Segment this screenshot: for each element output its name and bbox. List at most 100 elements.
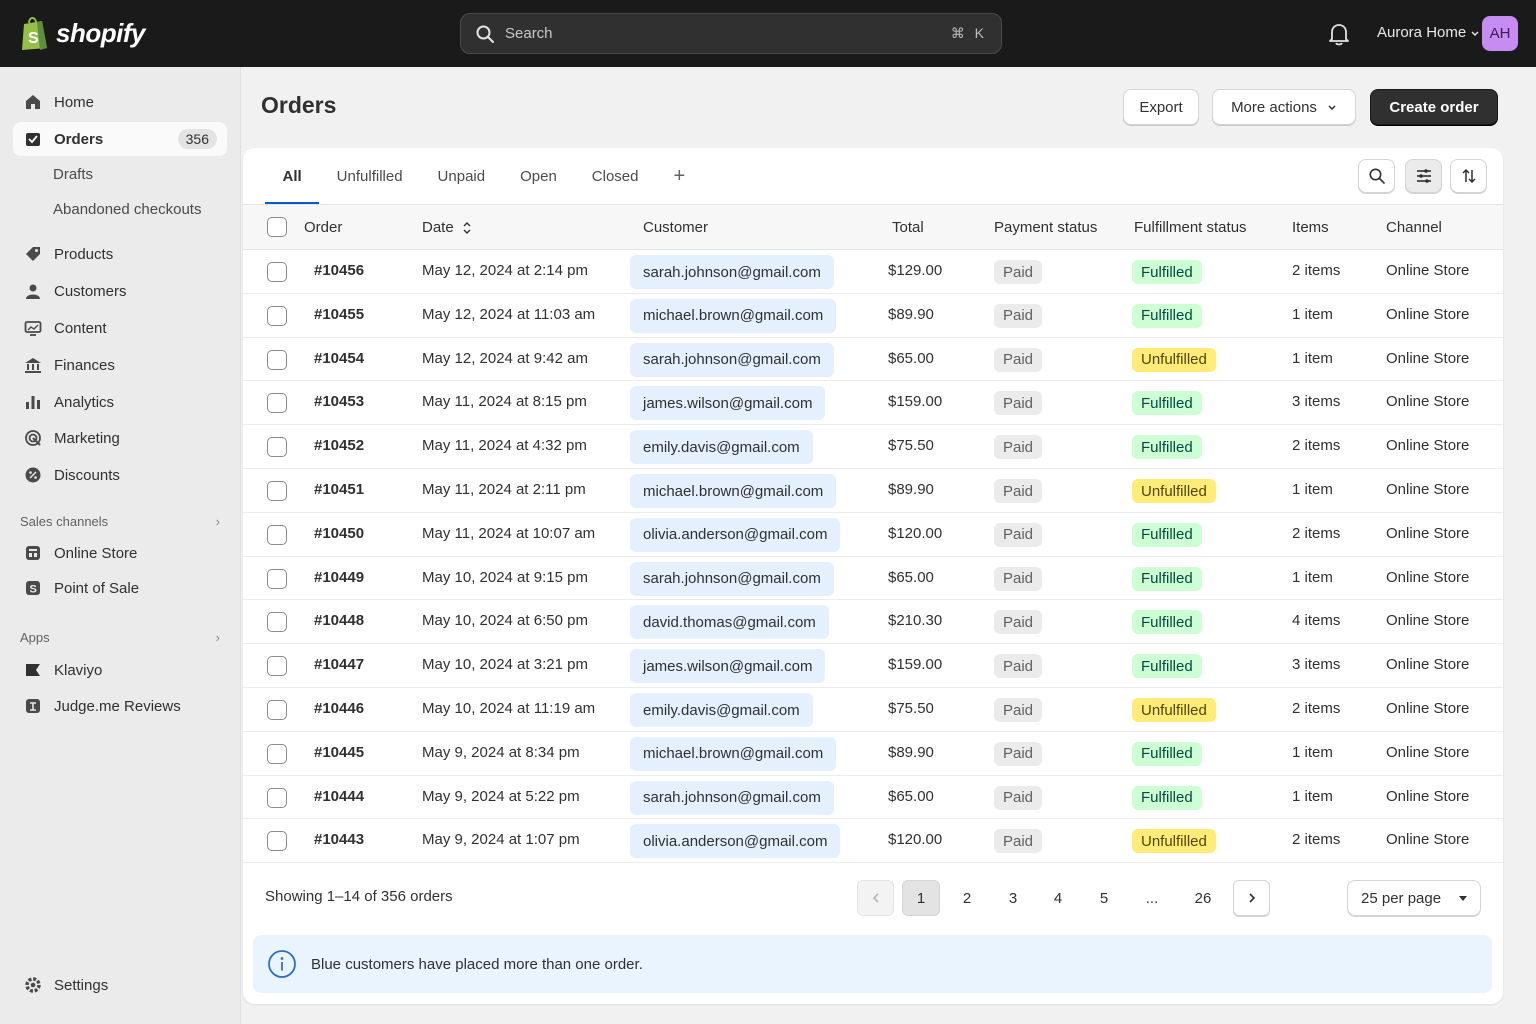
customer-email[interactable]: sarah.johnson@gmail.com <box>630 255 834 289</box>
table-row[interactable]: #10455 May 12, 2024 at 11:03 am michael.br… <box>243 294 1503 338</box>
order-number[interactable]: #10448 <box>314 612 365 630</box>
customer-email[interactable]: james.wilson@gmail.com <box>630 649 826 684</box>
column-header-payment-status[interactable]: Payment status <box>994 219 1098 236</box>
sidebar-item-orders[interactable]: Orders 356 <box>13 122 227 156</box>
order-number[interactable]: #10447 <box>314 656 365 674</box>
row-checkbox[interactable] <box>267 787 287 808</box>
tab-unfulfilled[interactable]: Unfulfilled <box>336 167 403 185</box>
column-header-total[interactable]: Total <box>892 219 924 236</box>
table-row[interactable]: #10443 May 9, 2024 at 1:07 pm olivia.ander… <box>243 819 1503 864</box>
order-number[interactable]: #10453 <box>314 393 365 411</box>
row-checkbox[interactable] <box>267 262 287 282</box>
order-number[interactable]: #10451 <box>314 481 365 498</box>
sidebar-item-drafts[interactable]: Drafts <box>53 166 94 183</box>
customer-email[interactable]: michael.brown@gmail.com <box>630 298 837 333</box>
sidebar-item-point-of-sale[interactable]: S Point of Sale <box>13 571 227 605</box>
page-4-button[interactable]: 4 <box>1053 889 1063 907</box>
row-checkbox[interactable] <box>267 743 287 764</box>
table-row[interactable]: #10446 May 10, 2024 at 11:19 am emily.davi… <box>243 688 1503 732</box>
table-row[interactable]: #10453 May 11, 2024 at 8:15 pm james.wilso… <box>243 381 1503 426</box>
sales-channels-header[interactable]: Sales channels › <box>20 514 220 529</box>
column-header-customer[interactable]: Customer <box>643 219 709 236</box>
per-page-select[interactable]: 25 per page <box>1347 880 1481 916</box>
customer-email[interactable]: michael.brown@gmail.com <box>630 736 837 771</box>
add-view-plus-icon[interactable]: + <box>673 164 686 187</box>
order-number[interactable]: #10446 <box>314 700 365 717</box>
create-order-button[interactable]: Create order <box>1370 89 1498 125</box>
column-header-date[interactable]: Date <box>422 219 472 236</box>
order-number[interactable]: #10449 <box>314 568 365 586</box>
previous-page-button[interactable] <box>857 880 894 916</box>
next-page-button[interactable] <box>1233 880 1270 916</box>
customer-email[interactable]: sarah.johnson@gmail.com <box>630 342 834 377</box>
row-checkbox[interactable] <box>267 700 287 720</box>
column-header-order[interactable]: Order <box>304 219 343 236</box>
sidebar-item-content[interactable]: Content <box>13 311 227 345</box>
row-checkbox[interactable] <box>267 349 287 370</box>
table-row[interactable]: #10454 May 12, 2024 at 9:42 am sarah.johns… <box>243 338 1503 382</box>
order-number[interactable]: #10456 <box>314 262 365 279</box>
table-row[interactable]: #10445 May 9, 2024 at 8:34 pm michael.brow… <box>243 732 1503 776</box>
sidebar-item-abandoned-checkouts[interactable]: Abandoned checkouts <box>53 201 202 218</box>
row-checkbox[interactable] <box>267 612 287 633</box>
row-checkbox[interactable] <box>267 831 287 852</box>
order-number[interactable]: #10445 <box>314 743 365 761</box>
tab-open[interactable]: Open <box>520 167 557 185</box>
sidebar-item-settings[interactable]: Settings <box>13 968 227 1002</box>
row-checkbox[interactable] <box>267 656 287 677</box>
select-all-checkbox[interactable] <box>267 217 287 237</box>
row-checkbox[interactable] <box>267 481 287 501</box>
page-26-button[interactable]: 26 <box>1194 889 1212 907</box>
row-checkbox[interactable] <box>267 437 287 458</box>
notifications-bell-icon[interactable] <box>1328 22 1350 50</box>
table-row[interactable]: #10449 May 10, 2024 at 9:15 pm sarah.johns… <box>243 557 1503 601</box>
sidebar-item-finances[interactable]: Finances <box>13 348 227 382</box>
sidebar-item-products[interactable]: Products <box>13 237 227 271</box>
export-button[interactable]: Export <box>1123 89 1199 125</box>
filter-button[interactable] <box>1405 159 1442 193</box>
page-2-button[interactable]: 2 <box>962 889 972 907</box>
customer-email[interactable]: olivia.anderson@gmail.com <box>630 824 841 859</box>
column-header-items[interactable]: Items <box>1292 219 1329 236</box>
apps-header[interactable]: Apps › <box>20 630 220 645</box>
table-row[interactable]: #10448 May 10, 2024 at 6:50 pm david.thoma… <box>243 600 1503 645</box>
sidebar-item-judgeme[interactable]: Judge.me Reviews <box>13 689 227 723</box>
page-5-button[interactable]: 5 <box>1099 889 1109 907</box>
customer-email[interactable]: emily.davis@gmail.com <box>630 430 813 465</box>
customer-email[interactable]: sarah.johnson@gmail.com <box>630 561 834 596</box>
table-row[interactable]: #10451 May 11, 2024 at 2:11 pm michael.bro… <box>243 469 1503 513</box>
customer-email[interactable]: olivia.anderson@gmail.com <box>630 517 841 552</box>
sidebar-item-online-store[interactable]: Online Store <box>13 536 227 570</box>
store-switcher[interactable]: Aurora Home <box>1377 24 1480 41</box>
customer-email[interactable]: james.wilson@gmail.com <box>630 386 826 421</box>
sidebar-item-klaviyo[interactable]: Klaviyo <box>13 653 227 687</box>
search-bar[interactable]: Search ⌘ K <box>460 13 1002 54</box>
more-actions-button[interactable]: More actions <box>1212 89 1356 125</box>
row-checkbox[interactable] <box>267 393 287 414</box>
page-3-button[interactable]: 3 <box>1008 889 1018 907</box>
row-checkbox[interactable] <box>267 305 287 326</box>
customer-email[interactable]: emily.davis@gmail.com <box>630 693 813 727</box>
table-row[interactable]: #10450 May 11, 2024 at 10:07 am olivia.and… <box>243 513 1503 557</box>
sort-button[interactable] <box>1450 159 1487 193</box>
page-1-button[interactable]: 1 <box>902 880 940 916</box>
column-header-channel[interactable]: Channel <box>1386 219 1442 236</box>
table-row[interactable]: #10452 May 11, 2024 at 4:32 pm emily.davis… <box>243 425 1503 469</box>
row-checkbox[interactable] <box>267 568 287 589</box>
tab-closed[interactable]: Closed <box>591 167 639 185</box>
column-header-fulfillment-status[interactable]: Fulfillment status <box>1134 219 1247 236</box>
table-row[interactable]: #10444 May 9, 2024 at 5:22 pm sarah.johnso… <box>243 776 1503 820</box>
table-row[interactable]: #10456 May 12, 2024 at 2:14 pm sarah.johns… <box>243 250 1503 294</box>
order-number[interactable]: #10452 <box>314 437 365 455</box>
sidebar-item-marketing[interactable]: Marketing <box>13 421 227 455</box>
order-number[interactable]: #10454 <box>314 349 365 367</box>
customer-email[interactable]: michael.brown@gmail.com <box>630 474 837 508</box>
avatar[interactable]: AH <box>1482 16 1518 51</box>
tab-all[interactable]: All <box>265 148 320 204</box>
order-number[interactable]: #10443 <box>314 831 365 849</box>
customer-email[interactable]: sarah.johnson@gmail.com <box>630 780 834 815</box>
sidebar-item-customers[interactable]: Customers <box>13 274 227 308</box>
sidebar-item-discounts[interactable]: Discounts <box>13 458 227 492</box>
order-number[interactable]: #10450 <box>314 524 365 542</box>
sidebar-item-home[interactable]: Home <box>13 85 227 119</box>
